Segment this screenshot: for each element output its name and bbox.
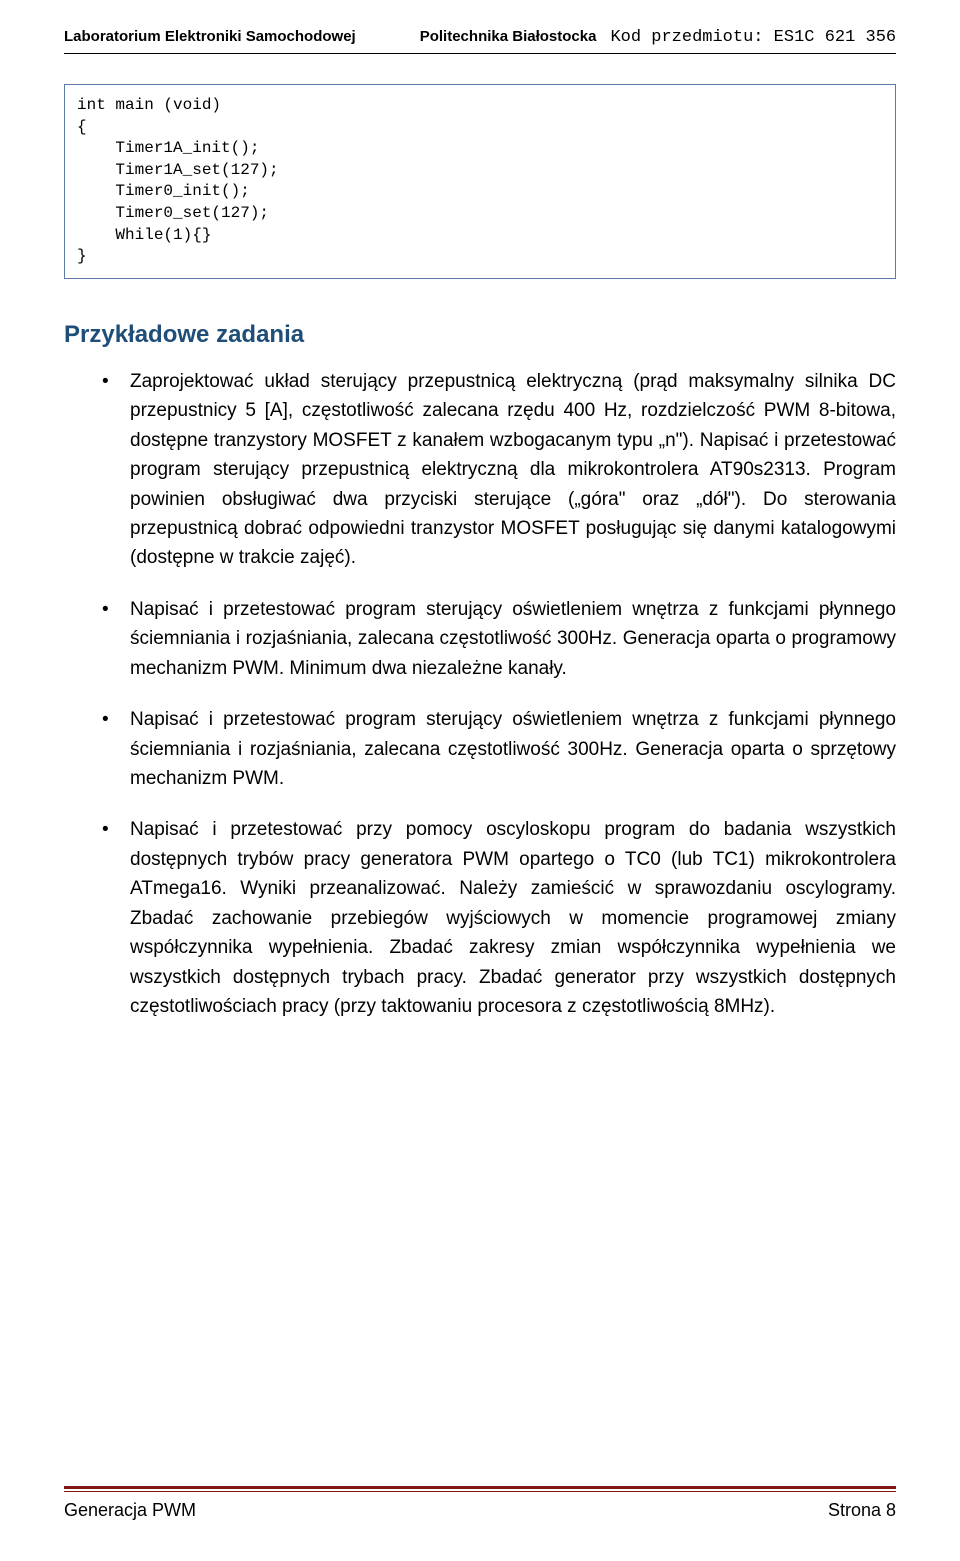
page-header: Laboratorium Elektroniki Samochodowej Po… — [64, 28, 896, 47]
code-line: int main (void) — [77, 96, 221, 114]
list-item: Napisać i przetestować program sterujący… — [130, 705, 896, 793]
header-center: Politechnika Białostocka — [420, 28, 597, 45]
code-line: Timer0_init(); — [77, 182, 250, 200]
footer-rule-thin — [64, 1491, 896, 1492]
header-right: Kod przedmiotu: ES1C 621 356 — [610, 28, 896, 47]
footer-rule-thick — [64, 1486, 896, 1489]
code-box: int main (void) { Timer1A_init(); Timer1… — [64, 84, 896, 279]
code-line: Timer1A_set(127); — [77, 161, 279, 179]
bullet-list: Zaprojektować układ sterujący przepustni… — [64, 367, 896, 1022]
code-line: } — [77, 247, 87, 265]
list-item: Napisać i przetestować program sterujący… — [130, 595, 896, 683]
header-rule — [64, 53, 896, 54]
code-line: While(1){} — [77, 226, 211, 244]
page-footer: Generacja PWM Strona 8 — [64, 1486, 896, 1521]
footer-left: Generacja PWM — [64, 1500, 196, 1521]
code-line: { — [77, 118, 87, 136]
section-heading: Przykładowe zadania — [64, 321, 896, 349]
page: Laboratorium Elektroniki Samochodowej Po… — [0, 0, 960, 1561]
code-line: Timer0_set(127); — [77, 204, 269, 222]
footer-text: Generacja PWM Strona 8 — [64, 1500, 896, 1521]
footer-rules — [64, 1486, 896, 1492]
list-item: Napisać i przetestować przy pomocy oscyl… — [130, 815, 896, 1021]
code-line: Timer1A_init(); — [77, 139, 259, 157]
header-left: Laboratorium Elektroniki Samochodowej — [64, 28, 356, 45]
footer-right: Strona 8 — [828, 1500, 896, 1521]
list-item: Zaprojektować układ sterujący przepustni… — [130, 367, 896, 573]
